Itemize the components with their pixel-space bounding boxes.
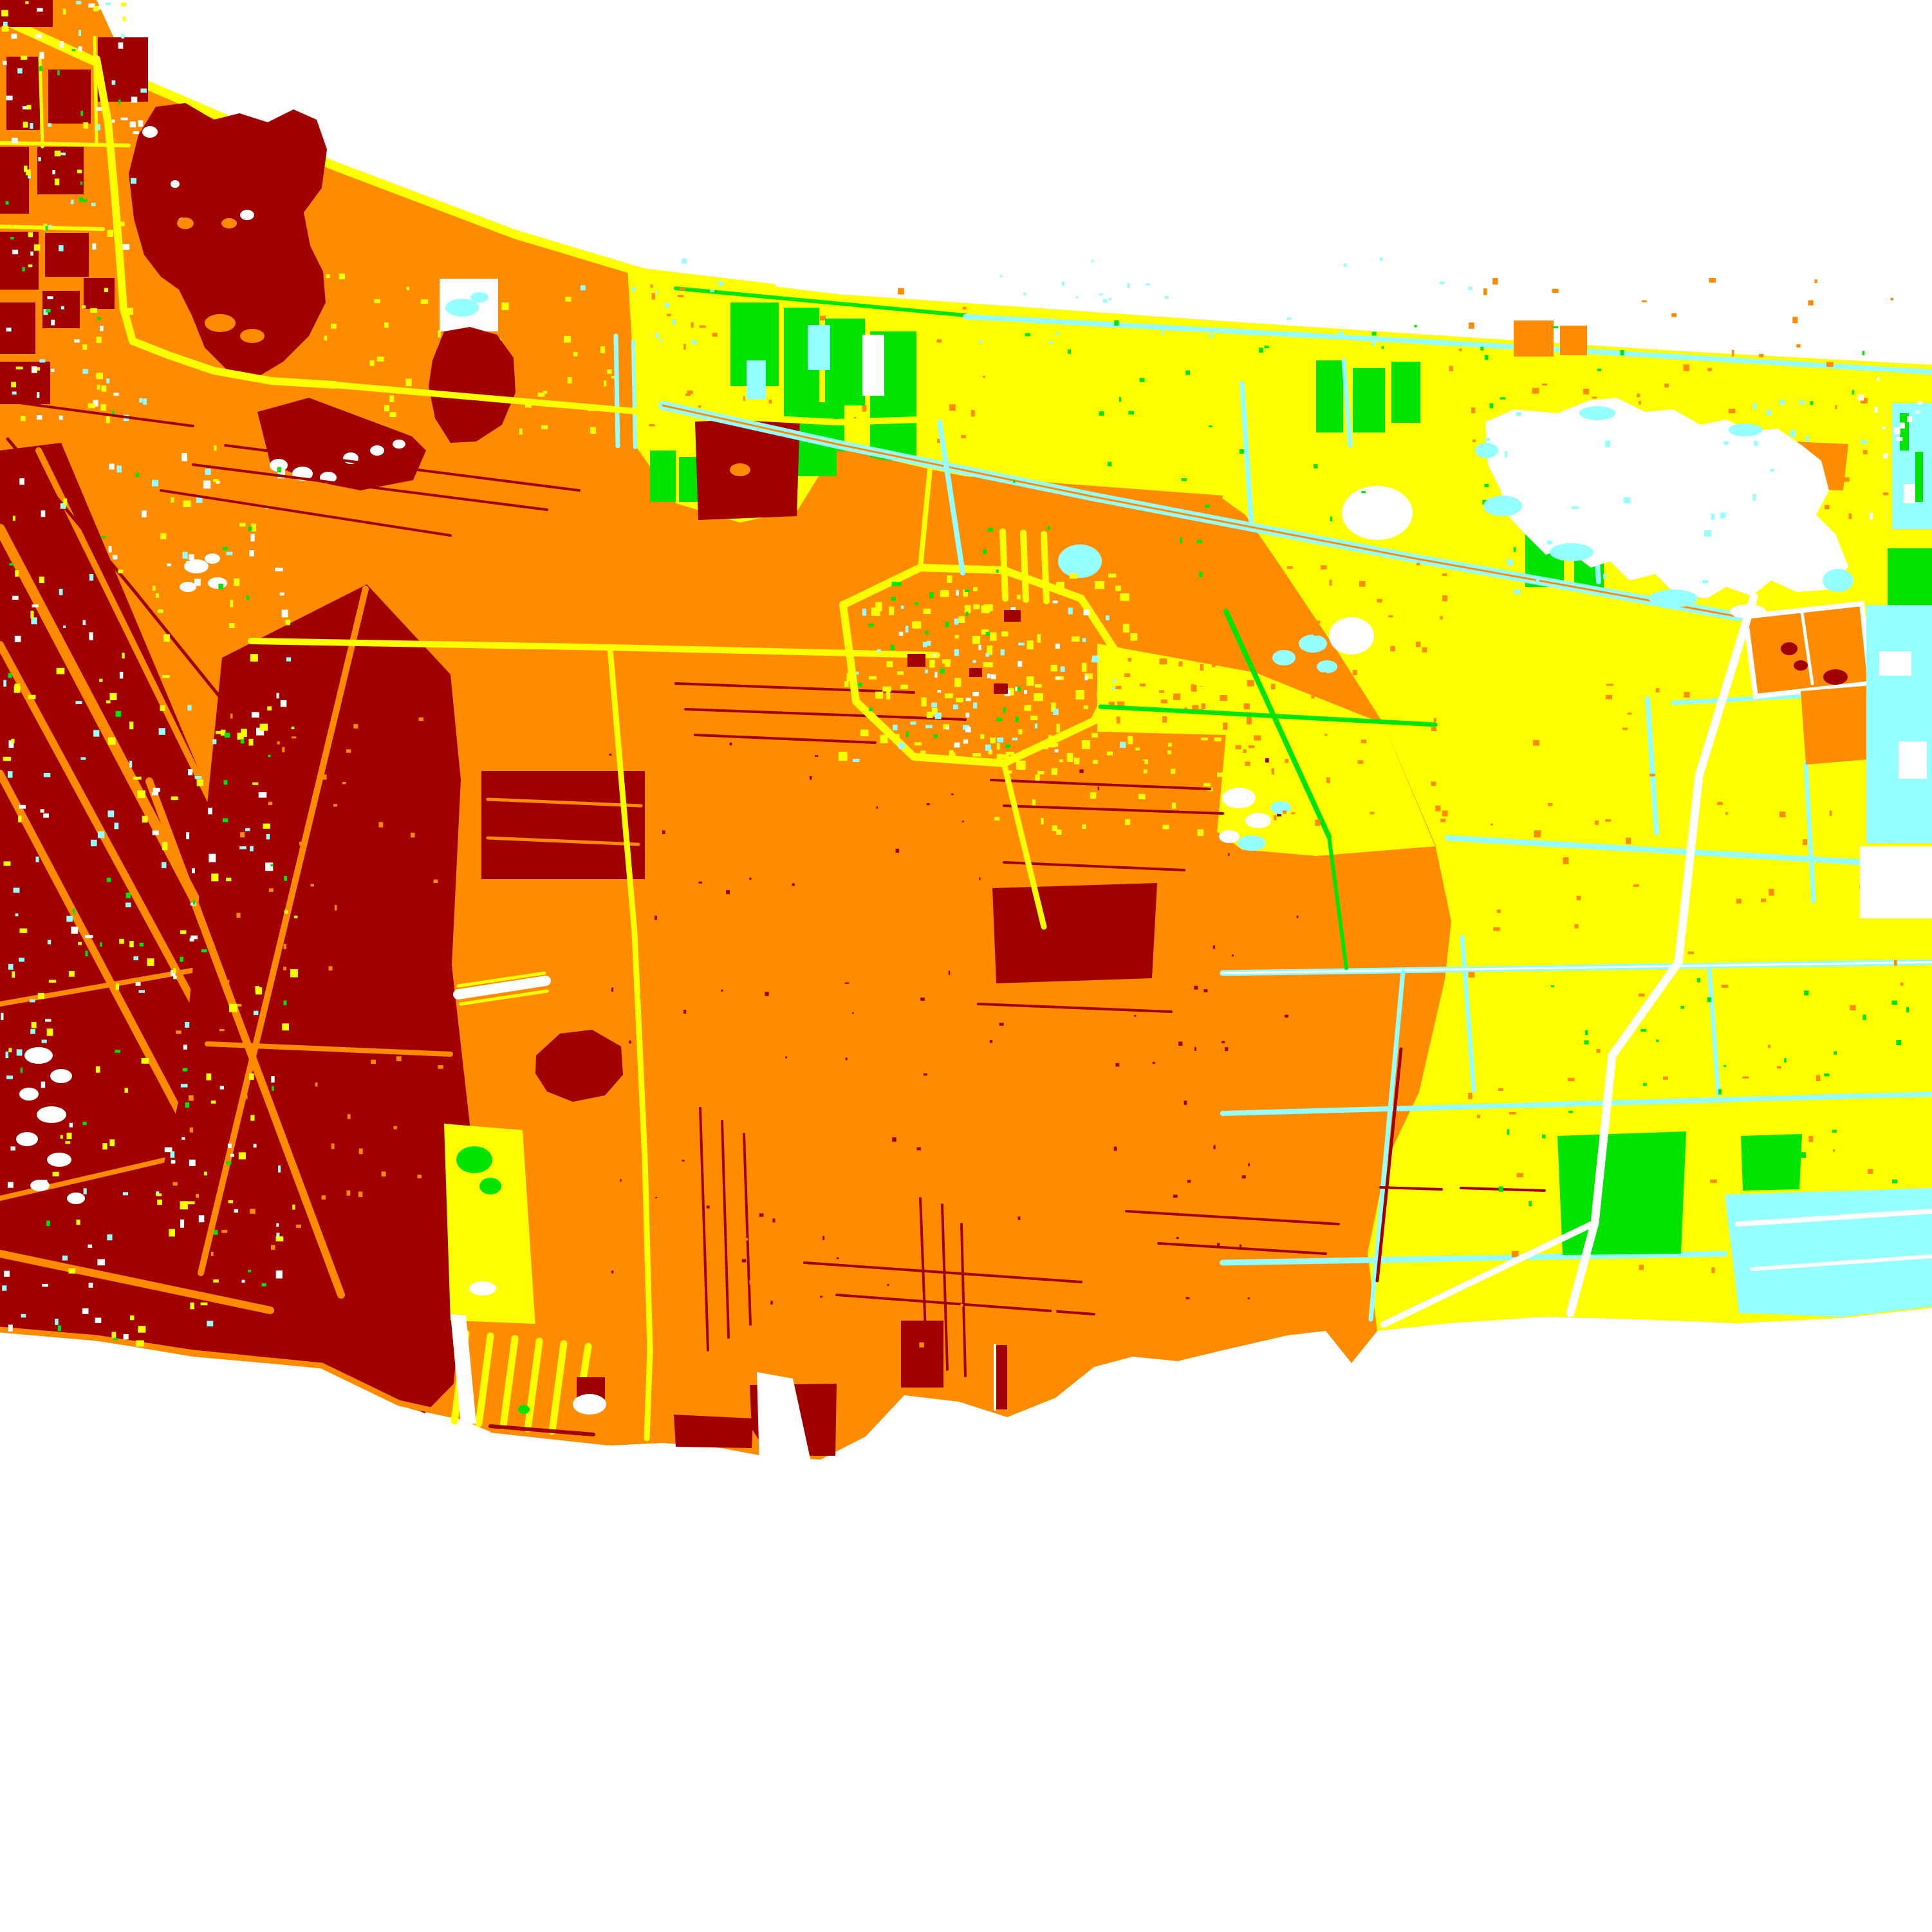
map-canvas	[0, 0, 1932, 1460]
classified-raster-map	[0, 0, 1932, 1460]
